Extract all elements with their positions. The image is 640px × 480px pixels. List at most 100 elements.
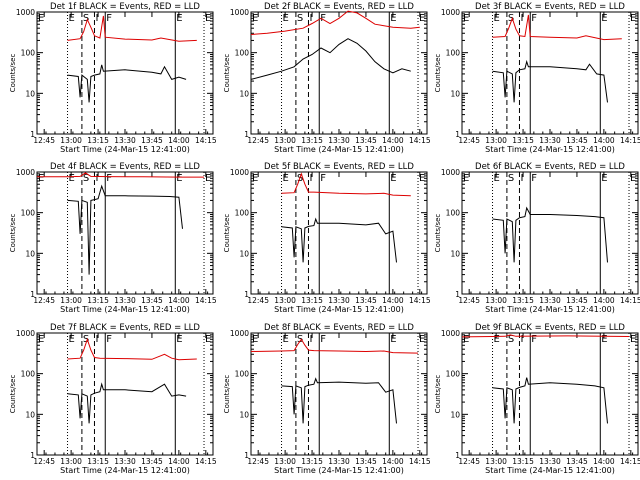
y-tick-label: 1 [244, 451, 249, 460]
marker-label-s: S [297, 334, 303, 345]
y-tick-label: 1000 [230, 8, 249, 17]
panel-det-8: Det 8f BLACK = Events, RED = LLD 1 10 100 10… [223, 323, 431, 475]
y-tick-label: 10 [25, 410, 35, 419]
y-tick-label: 1000 [16, 329, 35, 338]
x-tick-label: 13:15 [301, 457, 323, 466]
marker-label-i: I [95, 173, 98, 184]
x-tick-label: 13:30 [328, 457, 350, 466]
marker-label-e: E [205, 334, 211, 345]
y-tick-label: 10 [25, 249, 35, 258]
series-line-lld [37, 172, 204, 178]
y-axis-label: Counts/sec [9, 214, 17, 253]
marker-label-f: F [531, 13, 537, 24]
x-tick-label: 14:15 [409, 457, 431, 466]
series-line-events [67, 184, 183, 275]
series-line-lld [250, 10, 420, 35]
x-tick-label: 13:15 [512, 457, 534, 466]
marker-label-i: I [95, 334, 98, 345]
x-tick-label: 13:30 [114, 136, 136, 145]
y-tick-label: 1 [244, 130, 249, 139]
marker-label-f: F [320, 13, 326, 24]
x-axis-label: Start Time (24-Mar-15 12:41:00) [485, 466, 615, 475]
x-tick-label: 13:00 [60, 296, 82, 305]
x-tick-label: 12:45 [458, 136, 480, 145]
marker-label-f: F [106, 13, 112, 24]
y-tick-label: 1000 [441, 8, 460, 17]
marker-label-e: E [463, 13, 469, 24]
x-tick-label: 13:15 [301, 296, 323, 305]
x-tick-label: 13:00 [274, 136, 296, 145]
marker-label-f: F [320, 173, 326, 184]
y-tick-label: 10 [450, 249, 460, 258]
y-tick-label: 1 [455, 451, 460, 460]
x-tick-label: 14:15 [195, 296, 217, 305]
x-tick-label: 12:45 [247, 136, 269, 145]
series-line-events [492, 59, 608, 103]
marker-label-e: E [390, 13, 396, 24]
x-tick-label: 12:45 [33, 136, 55, 145]
x-tick-label: 13:30 [328, 136, 350, 145]
x-tick-label: 12:45 [33, 296, 55, 305]
marker-label-i: I [520, 173, 523, 184]
series-line-events [281, 217, 397, 263]
panel-title: Det 9f BLACK = Events, RED = LLD [475, 323, 625, 333]
panel-det-4: Det 4f BLACK = Events, RED = LLD 1 10 100 10… [9, 162, 217, 314]
x-tick-label: 13:30 [539, 136, 561, 145]
panel-det-3: Det 3f BLACK = Events, RED = LLD 1 10 100 10… [434, 2, 640, 154]
panel-title: Det 2f BLACK = Events, RED = LLD [264, 2, 414, 12]
marker-label-i: I [309, 334, 312, 345]
x-axis-label: Start Time (24-Mar-15 12:41:00) [60, 305, 190, 314]
series-line-events [67, 382, 187, 424]
y-tick-label: 1 [30, 451, 35, 460]
panel-title: Det 3f BLACK = Events, RED = LLD [475, 2, 625, 12]
y-axis-label: Counts/sec [223, 375, 231, 414]
series-line-events [281, 377, 397, 424]
x-tick-label: 13:30 [114, 457, 136, 466]
marker-label-e: E [390, 334, 396, 345]
marker-label-f: F [106, 334, 112, 345]
series-line-lld [67, 15, 197, 42]
x-tick-label: 13:45 [141, 136, 163, 145]
series-line-lld [67, 337, 197, 361]
marker-label-e: E [176, 334, 182, 345]
y-tick-label: 10 [239, 89, 249, 98]
y-axis-label: Counts/sec [223, 214, 231, 253]
y-axis-label: Counts/sec [9, 375, 17, 414]
x-tick-label: 14:15 [409, 136, 431, 145]
x-tick-label: 14:00 [593, 136, 615, 145]
x-tick-label: 13:45 [566, 296, 588, 305]
marker-label-s: S [297, 13, 303, 24]
y-tick-label: 100 [21, 370, 36, 379]
y-tick-label: 100 [235, 370, 250, 379]
y-tick-label: 100 [446, 209, 461, 218]
x-tick-label: 12:45 [458, 296, 480, 305]
marker-label-e: E [69, 13, 75, 24]
x-tick-label: 14:00 [168, 457, 190, 466]
plot-frame [461, 171, 639, 295]
panel-title: Det 8f BLACK = Events, RED = LLD [264, 323, 414, 333]
y-axis-label: Counts/sec [223, 54, 231, 93]
y-tick-label: 100 [446, 370, 461, 379]
y-tick-label: 1000 [441, 168, 460, 177]
y-tick-label: 10 [450, 410, 460, 419]
x-tick-label: 14:00 [168, 296, 190, 305]
x-tick-label: 13:15 [512, 296, 534, 305]
marker-label-e: E [630, 334, 636, 345]
x-tick-label: 14:15 [620, 296, 640, 305]
x-axis-label: Start Time (24-Mar-15 12:41:00) [485, 305, 615, 314]
marker-label-e: E [69, 173, 75, 184]
panel-title: Det 4f BLACK = Events, RED = LLD [50, 162, 200, 172]
x-tick-label: 14:00 [382, 136, 404, 145]
x-tick-label: 14:00 [593, 457, 615, 466]
plot-frame [461, 332, 639, 456]
x-tick-label: 13:15 [87, 457, 109, 466]
series-line-events [250, 38, 411, 80]
x-tick-label: 14:15 [620, 136, 640, 145]
panel-title: Det 7f BLACK = Events, RED = LLD [50, 323, 200, 333]
x-tick-label: 13:00 [60, 457, 82, 466]
marker-label-e: E [419, 334, 425, 345]
marker-label-e: E [252, 173, 258, 184]
x-tick-label: 13:00 [485, 136, 507, 145]
marker-label-e: E [494, 13, 500, 24]
y-tick-label: 10 [25, 89, 35, 98]
